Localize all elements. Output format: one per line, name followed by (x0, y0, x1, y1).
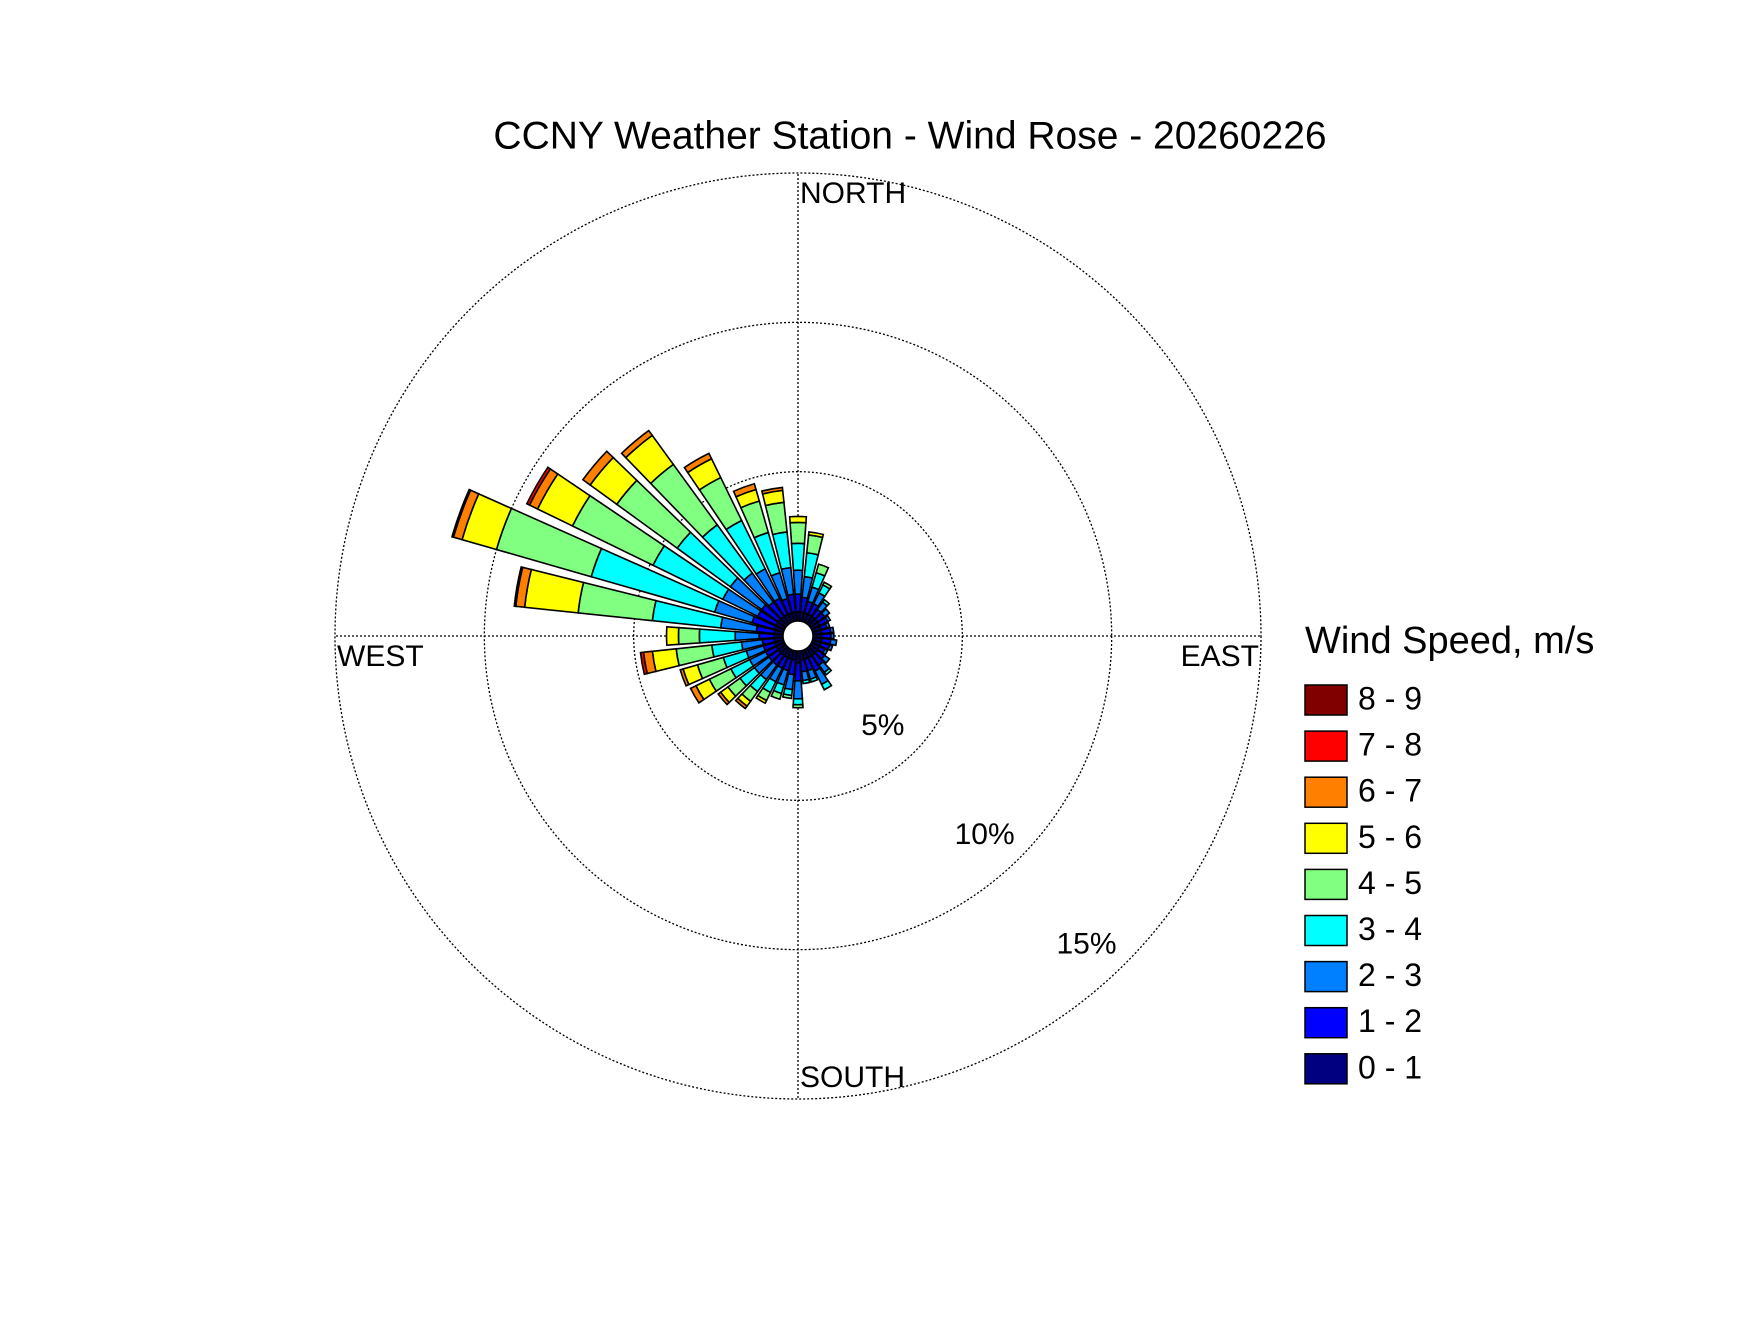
wind-wedge (830, 627, 834, 632)
wind-wedge (793, 570, 802, 594)
wind-wedge (822, 634, 831, 639)
legend-label: 0 - 1 (1358, 1049, 1422, 1085)
wind-wedge (735, 632, 759, 641)
legend-label: 4 - 5 (1358, 865, 1422, 901)
wind-wedge (652, 649, 679, 672)
wind-wedge (830, 639, 837, 645)
wind-wedge (699, 629, 735, 643)
wind-wedge (790, 516, 807, 522)
legend-label: 3 - 4 (1358, 911, 1422, 947)
wind-wedge (793, 699, 803, 705)
wind-wedge (795, 663, 801, 681)
compass-label: WEST (337, 640, 424, 673)
legend-swatch (1305, 869, 1347, 899)
legend-label: 2 - 3 (1358, 957, 1422, 993)
legend-label: 8 - 9 (1358, 680, 1422, 716)
wind-wedge (765, 502, 787, 534)
wind-wedge (828, 645, 832, 651)
legend-label: 1 - 2 (1358, 1003, 1422, 1039)
wind-wedge (667, 627, 679, 645)
center-hole (783, 621, 813, 651)
legend-swatch (1305, 1054, 1347, 1084)
legend-swatch (1305, 777, 1347, 807)
ring-label: 10% (955, 818, 1015, 851)
wind-wedge (803, 680, 810, 684)
legend-label: 6 - 7 (1358, 773, 1422, 809)
wind-wedge (790, 522, 806, 543)
legend-label: 7 - 8 (1358, 727, 1422, 763)
wind-wedge (792, 543, 805, 570)
wind-wedge (807, 535, 823, 555)
legend-label: 5 - 6 (1358, 819, 1422, 855)
chart-title: CCNY Weather Station - Wind Rose - 20260… (493, 114, 1326, 157)
legend-swatch (1305, 916, 1347, 946)
wind-wedge (793, 705, 803, 708)
legend-swatch (1305, 731, 1347, 761)
compass-label: NORTH (800, 177, 906, 210)
legend-title: Wind Speed, m/s (1305, 620, 1594, 662)
wind-wedge (794, 681, 803, 699)
wind-wedge (678, 628, 699, 645)
wind-wedge (816, 564, 828, 576)
compass-label: EAST (1181, 640, 1259, 673)
compass-label: SOUTH (800, 1061, 905, 1094)
wind-wedge (831, 633, 834, 638)
legend-swatch (1305, 823, 1347, 853)
legend-swatch (1305, 962, 1347, 992)
wind-wedge (825, 623, 829, 628)
legend-swatch (1305, 1008, 1347, 1038)
legend-swatch (1305, 685, 1347, 715)
wind-wedge (759, 633, 774, 638)
wind-wedge (525, 570, 584, 613)
ring-label: 15% (1056, 927, 1116, 960)
wedges (452, 431, 837, 709)
ring-label: 5% (861, 709, 904, 742)
wind-wedge (783, 694, 792, 698)
